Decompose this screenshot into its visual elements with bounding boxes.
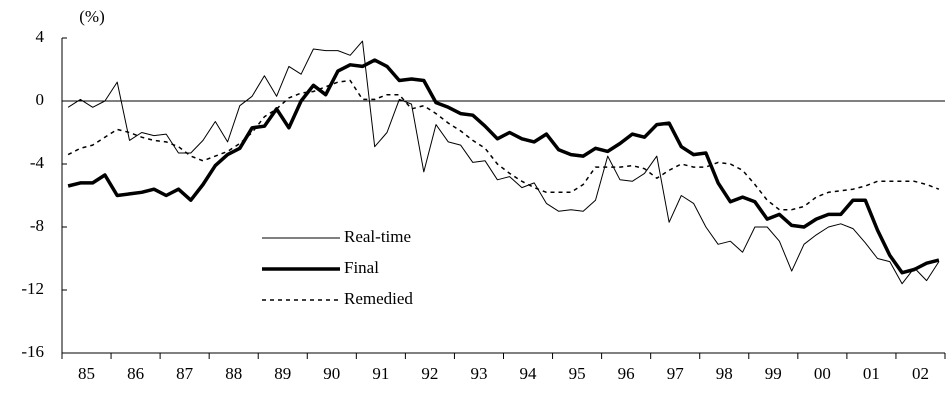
series-line bbox=[67, 58, 940, 275]
x-tick-label: 87 bbox=[176, 364, 194, 383]
x-tick-label: 01 bbox=[863, 364, 880, 383]
x-tick-label: 96 bbox=[618, 364, 635, 383]
x-tick-label: 88 bbox=[225, 364, 242, 383]
unit-label: (%) bbox=[79, 7, 104, 26]
series-line bbox=[67, 79, 940, 211]
x-tick-label: 93 bbox=[470, 364, 487, 383]
y-tick-label: -4 bbox=[30, 153, 45, 172]
x-tick-label: 99 bbox=[765, 364, 782, 383]
x-tick-label: 85 bbox=[78, 364, 95, 383]
x-tick-label: 86 bbox=[127, 364, 144, 383]
x-tick-label: 00 bbox=[814, 364, 831, 383]
y-tick-label: -8 bbox=[30, 216, 44, 235]
x-tick-label: 02 bbox=[912, 364, 929, 383]
x-tick-label: 94 bbox=[520, 364, 538, 383]
y-tick-label: 4 bbox=[36, 27, 45, 46]
legend-label: Real-time bbox=[344, 227, 411, 246]
y-tick-label: 0 bbox=[36, 90, 45, 109]
x-tick-label: 89 bbox=[274, 364, 291, 383]
x-tick-label: 91 bbox=[372, 364, 389, 383]
y-tick-label: -16 bbox=[21, 342, 44, 361]
series-line bbox=[67, 40, 940, 285]
x-tick-label: 90 bbox=[323, 364, 340, 383]
x-tick-label: 95 bbox=[569, 364, 586, 383]
x-tick-label: 98 bbox=[716, 364, 733, 383]
y-tick-label: -12 bbox=[21, 279, 44, 298]
legend-label: Remedied bbox=[344, 289, 413, 308]
x-tick-label: 92 bbox=[421, 364, 438, 383]
x-tick-label: 97 bbox=[667, 364, 685, 383]
legend-label: Final bbox=[344, 258, 379, 277]
